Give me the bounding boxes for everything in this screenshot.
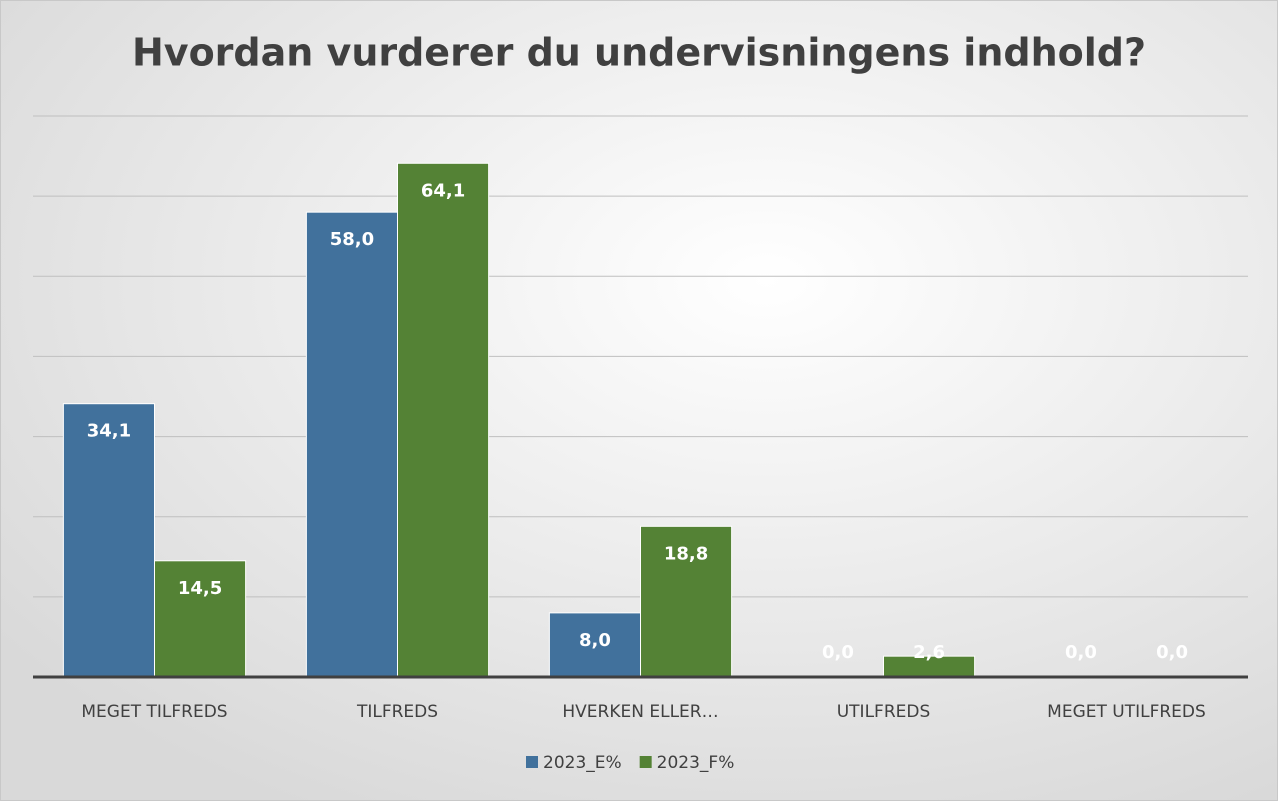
x-tick-label: MEGET TILFREDS	[81, 702, 227, 722]
data-label: 58,0	[330, 229, 374, 250]
chart-title: Hvordan vurderer du undervisningens indh…	[132, 31, 1146, 75]
bar	[640, 525, 733, 678]
bar	[62, 403, 155, 678]
data-label: 34,1	[87, 421, 131, 442]
legend-swatch	[639, 756, 652, 768]
bar	[154, 560, 247, 678]
bar	[397, 162, 490, 678]
legend-label: 2023_F%	[657, 753, 735, 773]
data-label: 14,5	[178, 578, 222, 599]
x-tick-label: TILFREDS	[356, 702, 438, 722]
data-label: 0,0	[822, 642, 854, 663]
data-label: 2,6	[913, 642, 945, 663]
data-label: 18,8	[664, 543, 708, 564]
x-tick-label: UTILFREDS	[837, 702, 931, 722]
bar	[305, 211, 398, 678]
bar	[548, 612, 641, 678]
data-label: 0,0	[1065, 642, 1097, 663]
x-tick-label: MEGET UTILFREDS	[1047, 702, 1206, 722]
legend-label: 2023_E%	[543, 753, 622, 773]
data-label: 8,0	[579, 630, 611, 651]
data-label: 64,1	[421, 180, 465, 201]
data-label: 0,0	[1156, 642, 1188, 663]
legend-swatch	[526, 756, 538, 768]
x-tick-label: HVERKEN ELLER…	[562, 702, 718, 722]
